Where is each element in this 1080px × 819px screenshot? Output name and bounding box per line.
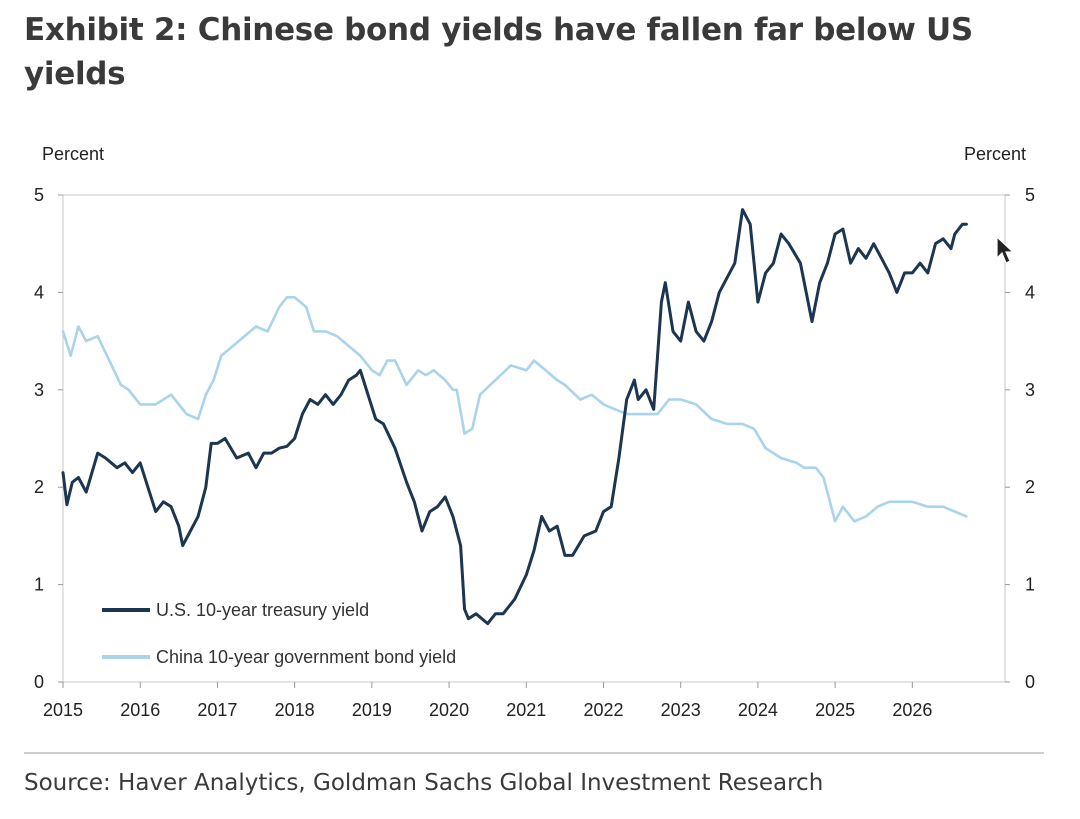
y-right-tick-label: 0: [1025, 672, 1035, 692]
y-right-axis-label: Percent: [964, 144, 1026, 164]
source-divider: [24, 752, 1044, 754]
x-tick-label: 2024: [738, 700, 778, 720]
series-line-us-10y: [61, 208, 968, 626]
x-tick-label: 2020: [429, 700, 469, 720]
x-tick-label: 2015: [43, 700, 83, 720]
plot-area-frame: [62, 194, 1006, 683]
x-tick-label: 2022: [583, 700, 623, 720]
y-left-tick-label: 0: [34, 672, 44, 692]
x-tick-label: 2017: [197, 700, 237, 720]
x-tick-label: 2025: [815, 700, 855, 720]
y-right-tick-label: 1: [1025, 575, 1035, 595]
series-line-china-10y: [61, 295, 968, 523]
y-left-tick-label: 4: [34, 282, 44, 302]
legend-label: China 10-year government bond yield: [156, 647, 456, 667]
axis-ticks: 0 0 1 1 2 2 3 3 4 4 5 5 2015 2016 2017 2018 2019 2020 2021…: [34, 185, 1035, 720]
x-tick-label: 2018: [275, 700, 315, 720]
x-tick-label: 2019: [352, 700, 392, 720]
y-right-tick-label: 5: [1025, 185, 1035, 205]
y-left-tick-label: 3: [34, 380, 44, 400]
mouse-cursor-icon: [996, 236, 1015, 264]
source-note: Source: Haver Analytics, Goldman Sachs G…: [24, 770, 824, 796]
y-left-tick-label: 5: [34, 185, 44, 205]
y-right-tick-label: 2: [1025, 477, 1035, 497]
legend: U.S. 10-year treasury yield China 10-year…: [102, 600, 456, 667]
x-tick-label: 2023: [661, 700, 701, 720]
y-left-tick-label: 1: [34, 575, 44, 595]
legend-label: U.S. 10-year treasury yield: [156, 600, 369, 620]
x-tick-label: 2026: [892, 700, 932, 720]
x-tick-label: 2021: [506, 700, 546, 720]
x-tick-label: 2016: [120, 700, 160, 720]
y-right-tick-label: 4: [1025, 282, 1035, 302]
y-left-tick-label: 2: [34, 477, 44, 497]
series-lines: [61, 208, 968, 626]
y-left-axis-label: Percent: [42, 144, 104, 164]
page-title: Exhibit 2: Chinese bond yields have fall…: [24, 12, 973, 92]
y-right-tick-label: 3: [1025, 380, 1035, 400]
